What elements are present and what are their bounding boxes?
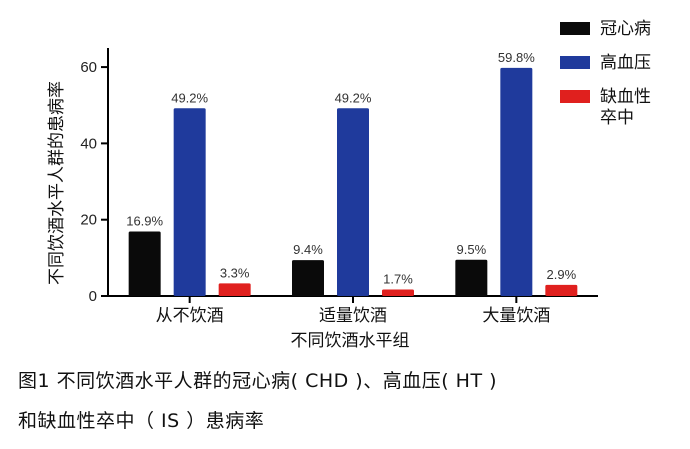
- y-tick-label: 60: [80, 59, 97, 76]
- data-label: 9.5%: [457, 242, 487, 257]
- data-label: 49.2%: [335, 90, 372, 105]
- data-label: 59.8%: [498, 50, 535, 65]
- legend-label: 卒中: [600, 108, 634, 128]
- legend-swatch: [560, 56, 590, 69]
- y-tick-label: 0: [89, 288, 97, 305]
- data-label: 2.9%: [547, 267, 577, 282]
- figure-caption-line-2: 和缺血性卒中（ IS ）患病率: [18, 410, 265, 432]
- data-label: 16.9%: [126, 214, 163, 229]
- legend-label: 高血压: [600, 53, 651, 73]
- bar: [292, 260, 324, 296]
- x-tick-label: 适量饮酒: [319, 306, 387, 326]
- legend-label: 冠心病: [600, 19, 651, 39]
- y-tick-label: 20: [80, 212, 97, 229]
- bar: [218, 283, 251, 296]
- bar: [455, 259, 488, 296]
- y-tick-label: 40: [80, 135, 97, 152]
- data-label: 9.4%: [293, 242, 323, 257]
- x-tick-label: 从不饮酒: [156, 306, 224, 326]
- x-tick-label: 大量饮酒: [482, 306, 550, 326]
- bar: [337, 108, 369, 296]
- bar: [500, 67, 533, 296]
- bar: [173, 108, 206, 296]
- bar: [128, 231, 161, 296]
- legend-swatch: [560, 90, 590, 103]
- data-label: 3.3%: [220, 265, 250, 280]
- bar: [382, 289, 414, 296]
- legend-swatch: [560, 22, 590, 35]
- bar: [545, 284, 578, 296]
- legend-label: 缺血性: [600, 87, 651, 107]
- y-axis-title: 不同饮酒水平人群的患病率: [47, 81, 67, 285]
- chart-bars: 16.9% 49.2% 3.3% 9.4% 49.2% 1.7% 9.5% 59.8% 2.9%: [126, 50, 578, 296]
- x-axis-title: 不同饮酒水平组: [291, 331, 410, 351]
- figure-caption-line-1: 图1 不同饮酒水平人群的冠心病( CHD )、高血压( HT ): [18, 370, 498, 392]
- data-label: 1.7%: [383, 272, 413, 287]
- bar-chart: 0 20 40 60 从不饮酒 适量饮酒 大量饮酒 16.9% 49.2% 3.3% 9.4% 49…: [47, 19, 651, 351]
- data-label: 49.2%: [171, 90, 208, 105]
